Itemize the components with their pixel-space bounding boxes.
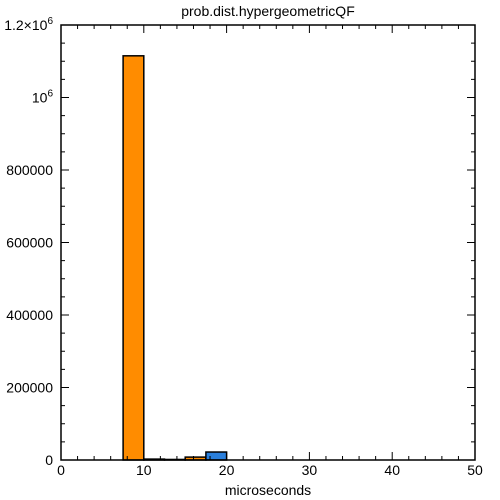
x-tick-label: 30 xyxy=(302,462,318,478)
bar-orange-0 xyxy=(122,55,145,461)
x-axis-label: microseconds xyxy=(225,482,311,498)
x-tick-label: 0 xyxy=(57,462,65,478)
y-tick-label: 0 xyxy=(45,452,53,468)
x-tick-label: 10 xyxy=(136,462,152,478)
chart-title: prob.dist.hypergeometricQF xyxy=(181,3,355,19)
y-tick-label: 600000 xyxy=(6,235,53,251)
ticks-group: 0 10 20 30 40 50 0 200000 400000 600000 800000 106 1… xyxy=(4,16,483,478)
x-tick-label: 20 xyxy=(219,462,235,478)
y-tick-label: 1.2×106 xyxy=(4,16,53,33)
plot-frame xyxy=(60,24,476,461)
x-tick-label: 50 xyxy=(467,462,483,478)
y-tick-label: 106 xyxy=(32,89,54,106)
y-tick-label: 400000 xyxy=(6,307,53,323)
x-tick-label: 40 xyxy=(384,462,400,478)
y-tick-label: 200000 xyxy=(6,380,53,396)
bars-group xyxy=(122,55,228,461)
y-tick-label: 800000 xyxy=(6,162,53,178)
bar-blue-1 xyxy=(205,451,228,461)
